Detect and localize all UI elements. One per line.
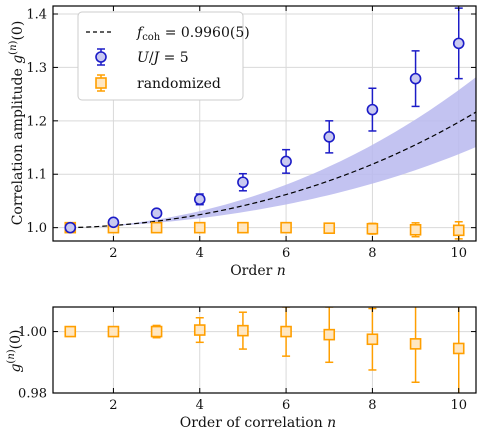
bottom-y-tick-label: 0.98 bbox=[18, 387, 47, 402]
top-x-tick-label: 6 bbox=[282, 246, 290, 261]
top-x-tick-label: 4 bbox=[196, 246, 204, 261]
bottom-y-tick-labels: 0.98 1.00 bbox=[18, 325, 47, 401]
bottom-x-tick-label: 4 bbox=[196, 398, 204, 413]
top-x-axis-label: Order n bbox=[230, 263, 286, 279]
bottom-randomized-point bbox=[323, 328, 336, 341]
top-randomized-point bbox=[366, 222, 379, 235]
top-randomized-point bbox=[280, 221, 292, 234]
top-uj-point bbox=[366, 103, 379, 116]
top-randomized-point bbox=[193, 221, 206, 234]
legend: fcoh = 0.9960(5) U/J = 5 randomized bbox=[77, 11, 250, 101]
top-y-tick-label: 1.0 bbox=[26, 221, 47, 236]
bottom-x-tick-label: 6 bbox=[282, 398, 290, 413]
bottom-ticks bbox=[53, 307, 476, 394]
bottom-grid bbox=[53, 307, 476, 394]
bottom-x-tick-label: 10 bbox=[450, 398, 467, 413]
top-uj-point bbox=[193, 193, 206, 206]
top-y-tick-label: 1.3 bbox=[26, 61, 47, 76]
bottom-randomized-point bbox=[150, 325, 163, 338]
bottom-randomized-point bbox=[452, 342, 465, 355]
top-y-axis-label: Correlation amplitude g(n)(0) bbox=[8, 21, 26, 226]
bottom-randomized-point bbox=[64, 325, 77, 338]
bottom-randomized-point bbox=[409, 338, 422, 350]
top-fit-line bbox=[70, 111, 476, 229]
bottom-randomized-point bbox=[280, 325, 292, 338]
legend-fit-label: fcoh = 0.9960(5) bbox=[136, 25, 250, 43]
top-uj-point bbox=[64, 221, 77, 234]
top-y-tick-labels: 1.0 1.1 1.2 1.3 1.4 bbox=[26, 8, 47, 237]
legend-rand-label: randomized bbox=[137, 76, 221, 92]
top-uj-point bbox=[409, 72, 422, 85]
top-fit-band bbox=[70, 77, 476, 228]
bottom-randomized-point bbox=[366, 333, 379, 346]
top-panel: 2 4 6 8 10 1.0 1.1 1.2 1.3 1.4 Order n Correlati… bbox=[8, 5, 477, 279]
top-x-tick-label: 10 bbox=[450, 246, 467, 261]
legend-uj-marker bbox=[95, 51, 107, 63]
top-randomized-point bbox=[452, 224, 465, 237]
top-randomized-point bbox=[323, 222, 336, 234]
top-ticks bbox=[53, 6, 476, 241]
top-uj-point bbox=[323, 131, 336, 143]
bottom-x-axis-label: Order of correlation n bbox=[180, 415, 336, 431]
bottom-randomized-point bbox=[193, 324, 206, 336]
top-x-tick-labels: 2 4 6 8 10 bbox=[109, 246, 467, 261]
bottom-y-tick-label: 1.00 bbox=[18, 325, 47, 340]
legend-box bbox=[77, 11, 244, 101]
bottom-panel: 2 4 6 8 10 0.98 1.00 Order of correlation n g… bbox=[6, 306, 477, 431]
fit-confidence-band bbox=[70, 77, 476, 228]
top-x-tick-label: 8 bbox=[368, 246, 376, 261]
top-uj-point bbox=[280, 155, 292, 168]
bottom-axes-frame bbox=[52, 306, 477, 394]
top-uj-series bbox=[64, 7, 465, 234]
top-y-tick-label: 1.4 bbox=[26, 8, 47, 23]
bottom-x-tick-label: 8 bbox=[368, 398, 376, 413]
top-axes-frame bbox=[52, 5, 477, 242]
legend-rand-marker bbox=[95, 77, 107, 89]
top-uj-point bbox=[150, 207, 163, 220]
top-randomized-point bbox=[150, 221, 163, 234]
bottom-randomized-series bbox=[64, 307, 465, 393]
top-uj-point bbox=[452, 37, 465, 50]
bottom-x-tick-label: 2 bbox=[109, 398, 117, 413]
top-randomized-point bbox=[409, 223, 422, 236]
top-y-tick-label: 1.1 bbox=[26, 168, 47, 183]
top-uj-point bbox=[107, 216, 120, 229]
bottom-y-axis-label: g(n)(0) bbox=[6, 329, 24, 372]
bottom-randomized-point bbox=[237, 324, 249, 337]
legend-uj-label: U/J = 5 bbox=[137, 50, 189, 66]
bottom-x-tick-labels: 2 4 6 8 10 bbox=[109, 398, 467, 413]
top-randomized-point bbox=[237, 221, 249, 234]
top-uj-point bbox=[237, 176, 249, 189]
fit-curve bbox=[70, 111, 476, 229]
bottom-randomized-point bbox=[107, 325, 120, 338]
top-y-tick-label: 1.2 bbox=[26, 114, 47, 129]
top-x-tick-label: 2 bbox=[109, 246, 117, 261]
